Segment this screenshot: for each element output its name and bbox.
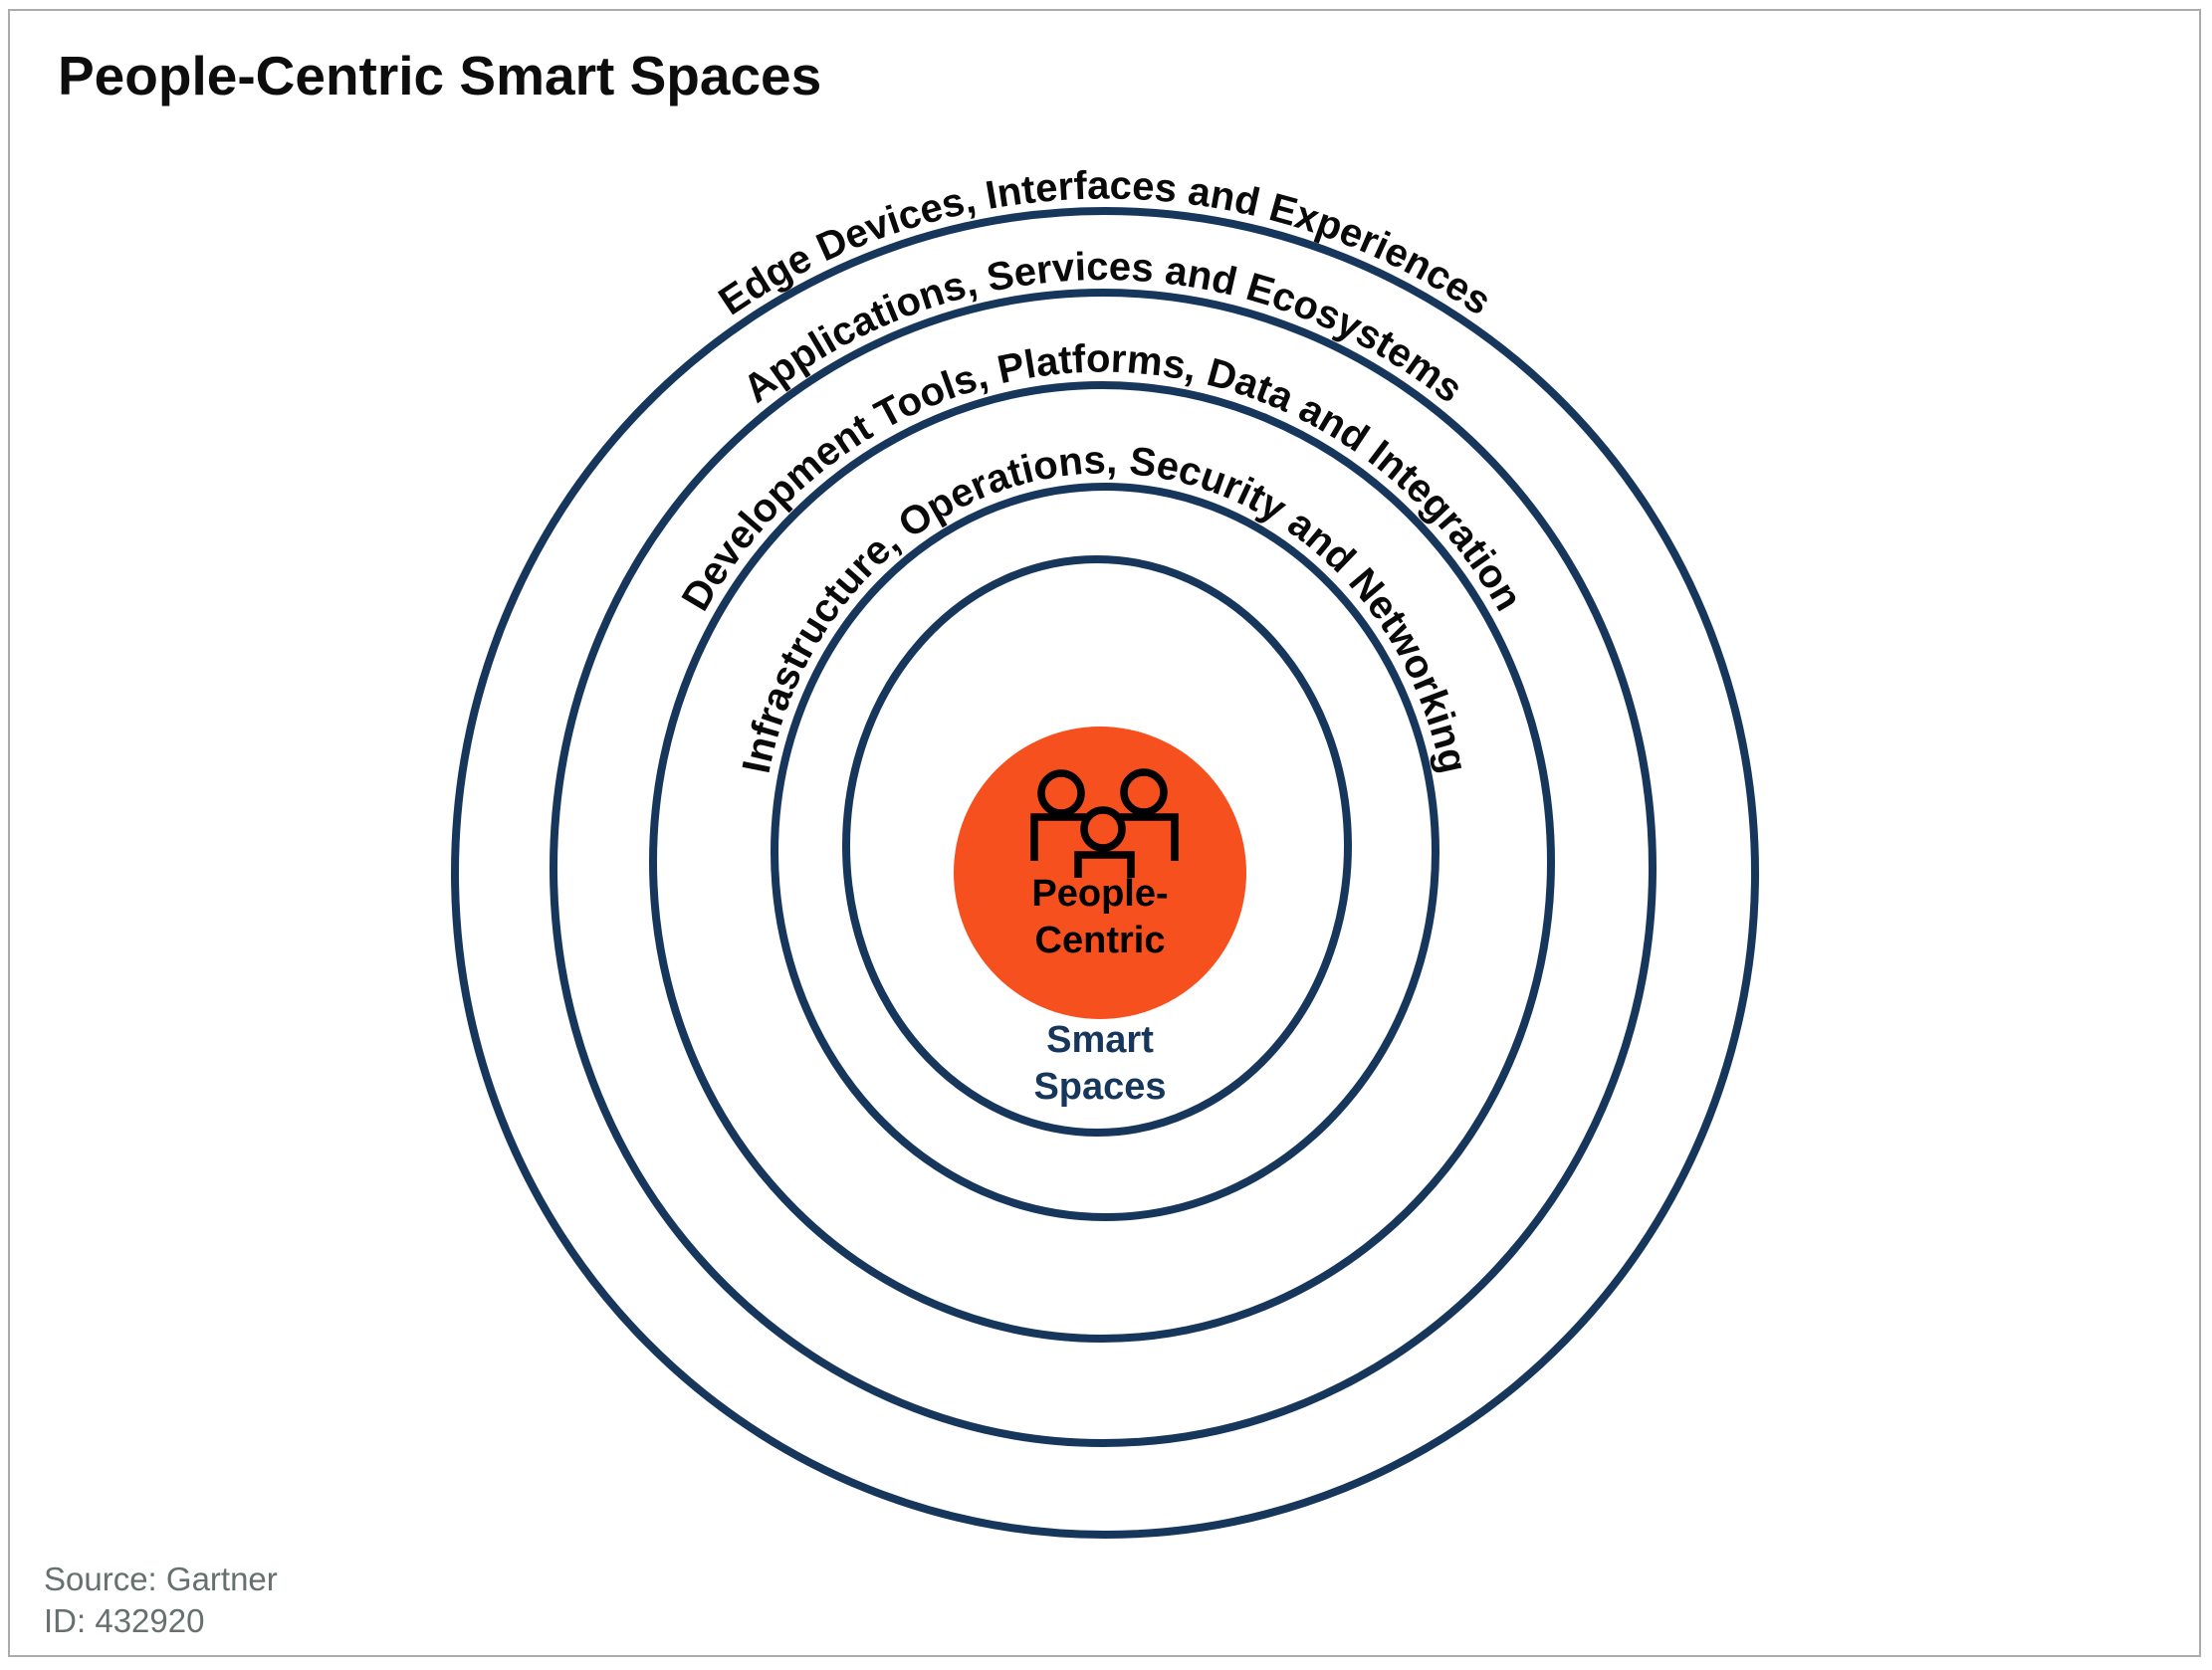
smart-spaces-label-line1: Smart [1046, 1019, 1154, 1061]
smart-spaces-label-line2: Spaces [1033, 1066, 1166, 1108]
page-title: People-Centric Smart Spaces [58, 45, 821, 106]
front-shoulders-icon [1074, 851, 1135, 878]
center-label-line2: Centric [1035, 920, 1166, 961]
center-label-line1: People- [1031, 873, 1168, 915]
people-group-icon [1030, 768, 1179, 878]
ring-label-edge-devices: Edge Devices, Interfaces and Experiences [711, 163, 1498, 323]
ring-ellipse-2 [550, 289, 1657, 1447]
person-head-right-icon [1120, 768, 1168, 816]
person-head-front-icon [1080, 806, 1126, 852]
ring-ellipse-4 [771, 483, 1439, 1221]
ring-ellipse-inner [842, 555, 1352, 1137]
source-text: Source: Gartner [44, 1561, 278, 1597]
person-head-left-icon [1037, 769, 1085, 817]
figure-id-text: ID: 432920 [44, 1602, 204, 1639]
ring-ellipse-3 [649, 381, 1555, 1343]
ring-ellipse-outer [451, 207, 1759, 1539]
center-circle [954, 727, 1246, 1019]
